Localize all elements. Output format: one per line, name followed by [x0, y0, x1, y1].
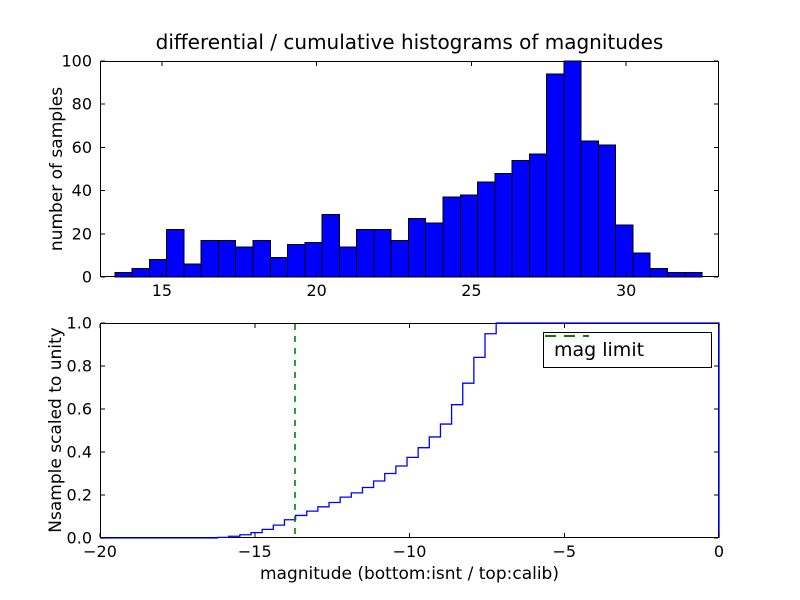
histogram-bar: [684, 272, 703, 278]
histogram-bar: [235, 246, 254, 278]
histogram-bar: [200, 239, 219, 278]
y-tick-label: 0.8: [67, 357, 92, 376]
x-tick-label: 0: [714, 542, 724, 561]
x-tick-label: −15: [238, 542, 272, 561]
histogram-bar: [373, 228, 392, 278]
histogram-bar: [114, 272, 133, 278]
y-tick-label: 100: [61, 52, 92, 71]
histogram-bar: [477, 181, 496, 278]
top-y-axis-label: number of samples: [47, 86, 67, 252]
y-tick-label: 40: [72, 181, 92, 200]
histogram-bar: [425, 222, 444, 278]
histogram-bar: [338, 246, 358, 278]
legend-label: mag limit: [554, 339, 645, 361]
histogram-bar: [356, 228, 375, 278]
histogram-bar: [459, 194, 479, 278]
histogram-bar: [321, 213, 340, 278]
x-tick-label: 20: [306, 281, 326, 300]
x-tick-label: −20: [83, 542, 117, 561]
histogram-bar: [304, 241, 323, 278]
y-tick-label: 1.0: [67, 314, 92, 333]
x-tick-label: 15: [152, 281, 172, 300]
histogram-bar: [666, 272, 686, 278]
x-tick-label: −10: [393, 542, 427, 561]
histogram-bar: [546, 73, 565, 278]
histogram-bar: [494, 172, 513, 278]
histogram-bar: [166, 228, 185, 278]
histogram-bar: [131, 267, 150, 278]
histogram-bar: [183, 263, 202, 278]
histogram-bar: [252, 239, 271, 278]
y-tick-label: 0.6: [67, 400, 92, 419]
y-tick-label: 20: [72, 224, 92, 243]
histogram-bar: [442, 196, 461, 278]
bottom-y-axis-label: Nsample scaled to unity: [46, 327, 66, 533]
legend-box: mag limit: [543, 332, 712, 368]
histogram-bar: [148, 259, 168, 278]
histogram-bar: [390, 239, 409, 278]
histogram-bar: [217, 239, 237, 278]
histogram-bar: [563, 60, 582, 278]
y-tick-label: 0.0: [67, 529, 92, 548]
x-axis-label: magnitude (bottom:isnt / top:calib): [260, 564, 559, 584]
histogram-bar: [511, 159, 530, 278]
histogram-bar: [287, 244, 306, 278]
x-tick-label: 30: [616, 281, 636, 300]
legend-dashed-line-icon: [545, 335, 589, 337]
histogram-bar: [580, 140, 599, 278]
y-tick-label: 60: [72, 138, 92, 157]
x-tick-label: 25: [461, 281, 481, 300]
figure-title: differential / cumulative histograms of …: [155, 30, 664, 54]
histogram-bar: [269, 257, 289, 278]
histogram-bar: [528, 153, 548, 278]
y-tick-label: 0.4: [67, 443, 92, 462]
x-tick-label: −5: [552, 542, 576, 561]
y-tick-label: 80: [72, 95, 92, 114]
histogram-bar: [615, 224, 634, 278]
histogram-bar: [649, 267, 668, 278]
histogram-bar: [407, 218, 427, 278]
histogram-bar: [632, 252, 651, 278]
histogram-bar: [597, 144, 617, 278]
y-tick-label: 0: [82, 268, 92, 287]
cumulative-step-line: [100, 322, 720, 539]
y-tick-label: 0.2: [67, 486, 92, 505]
